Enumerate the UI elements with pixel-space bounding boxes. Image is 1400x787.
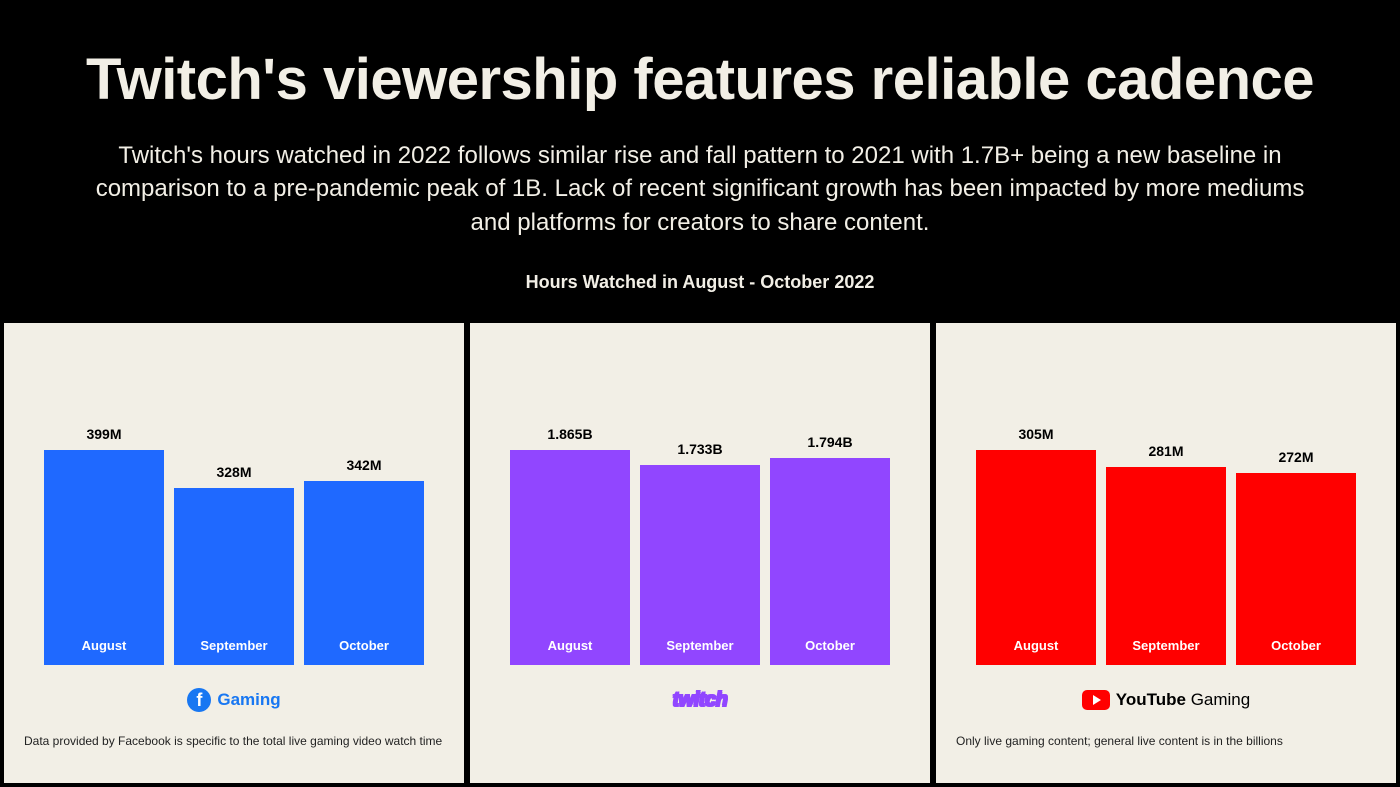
bar: September <box>174 488 294 665</box>
bar-month: October <box>1271 638 1321 653</box>
chart-youtube: 305M August 281M September 272M October <box>956 343 1376 665</box>
chart-facebook: 399M August 328M September 342M October <box>24 343 444 665</box>
bar-value: 328M <box>216 464 251 480</box>
panels-row: 399M August 328M September 342M October <box>4 323 1396 783</box>
bar-wrap: 272M October <box>1236 449 1356 665</box>
bar-value: 272M <box>1278 449 1313 465</box>
brand-row-youtube: YouTube Gaming <box>956 685 1376 715</box>
twitch-logo: twitch <box>673 689 728 712</box>
bar: September <box>1106 467 1226 665</box>
bar-month: September <box>1132 638 1199 653</box>
facebook-icon: f <box>187 688 211 712</box>
bar-month: August <box>1014 638 1059 653</box>
bar: October <box>304 481 424 665</box>
bar: October <box>1236 473 1356 665</box>
footnote-facebook: Data provided by Facebook is specific to… <box>24 733 444 765</box>
brand-row-twitch: twitch <box>490 685 910 715</box>
bar-value: 281M <box>1148 443 1183 459</box>
brand-row-facebook: f Gaming <box>24 685 444 715</box>
bar-value: 342M <box>346 457 381 473</box>
bar-month: August <box>548 638 593 653</box>
bar-wrap: 1.794B October <box>770 434 890 665</box>
bar: August <box>976 450 1096 665</box>
header: Twitch's viewership features reliable ca… <box>4 0 1396 323</box>
youtube-icon <box>1082 690 1110 710</box>
panel-twitch: 1.865B August 1.733B September 1.794B Oc… <box>470 323 930 783</box>
bar: September <box>640 465 760 665</box>
bar-wrap: 342M October <box>304 457 424 665</box>
bar: August <box>44 450 164 665</box>
brand-label: YouTube Gaming <box>1116 690 1250 710</box>
brand-label: Gaming <box>217 690 280 710</box>
bar-wrap: 281M September <box>1106 443 1226 665</box>
panel-youtube: 305M August 281M September 272M October <box>936 323 1396 783</box>
bar-month: September <box>666 638 733 653</box>
bar: October <box>770 458 890 665</box>
bar-wrap: 1.865B August <box>510 426 630 665</box>
bar-value: 1.865B <box>547 426 592 442</box>
youtube-gaming-logo: YouTube Gaming <box>1082 690 1250 710</box>
bar-value: 399M <box>86 426 121 442</box>
bar-value: 305M <box>1018 426 1053 442</box>
bar-value: 1.733B <box>677 441 722 457</box>
bar-wrap: 399M August <box>44 426 164 665</box>
facebook-gaming-logo: f Gaming <box>187 688 280 712</box>
footnote-youtube: Only live gaming content; general live c… <box>956 733 1376 765</box>
page-subtitle: Twitch's hours watched in 2022 follows s… <box>90 139 1310 240</box>
bar-month: August <box>82 638 127 653</box>
chart-twitch: 1.865B August 1.733B September 1.794B Oc… <box>490 343 910 665</box>
bar-wrap: 305M August <box>976 426 1096 665</box>
page-title: Twitch's viewership features reliable ca… <box>84 50 1316 111</box>
bar-month: October <box>339 638 389 653</box>
bar-wrap: 328M September <box>174 464 294 665</box>
bar-value: 1.794B <box>807 434 852 450</box>
bar-month: September <box>200 638 267 653</box>
bar-wrap: 1.733B September <box>640 441 760 665</box>
bar: August <box>510 450 630 665</box>
section-label: Hours Watched in August - October 2022 <box>84 272 1316 293</box>
panel-facebook: 399M August 328M September 342M October <box>4 323 464 783</box>
bar-month: October <box>805 638 855 653</box>
footnote-twitch <box>490 733 910 765</box>
page-container: Twitch's viewership features reliable ca… <box>0 0 1400 787</box>
